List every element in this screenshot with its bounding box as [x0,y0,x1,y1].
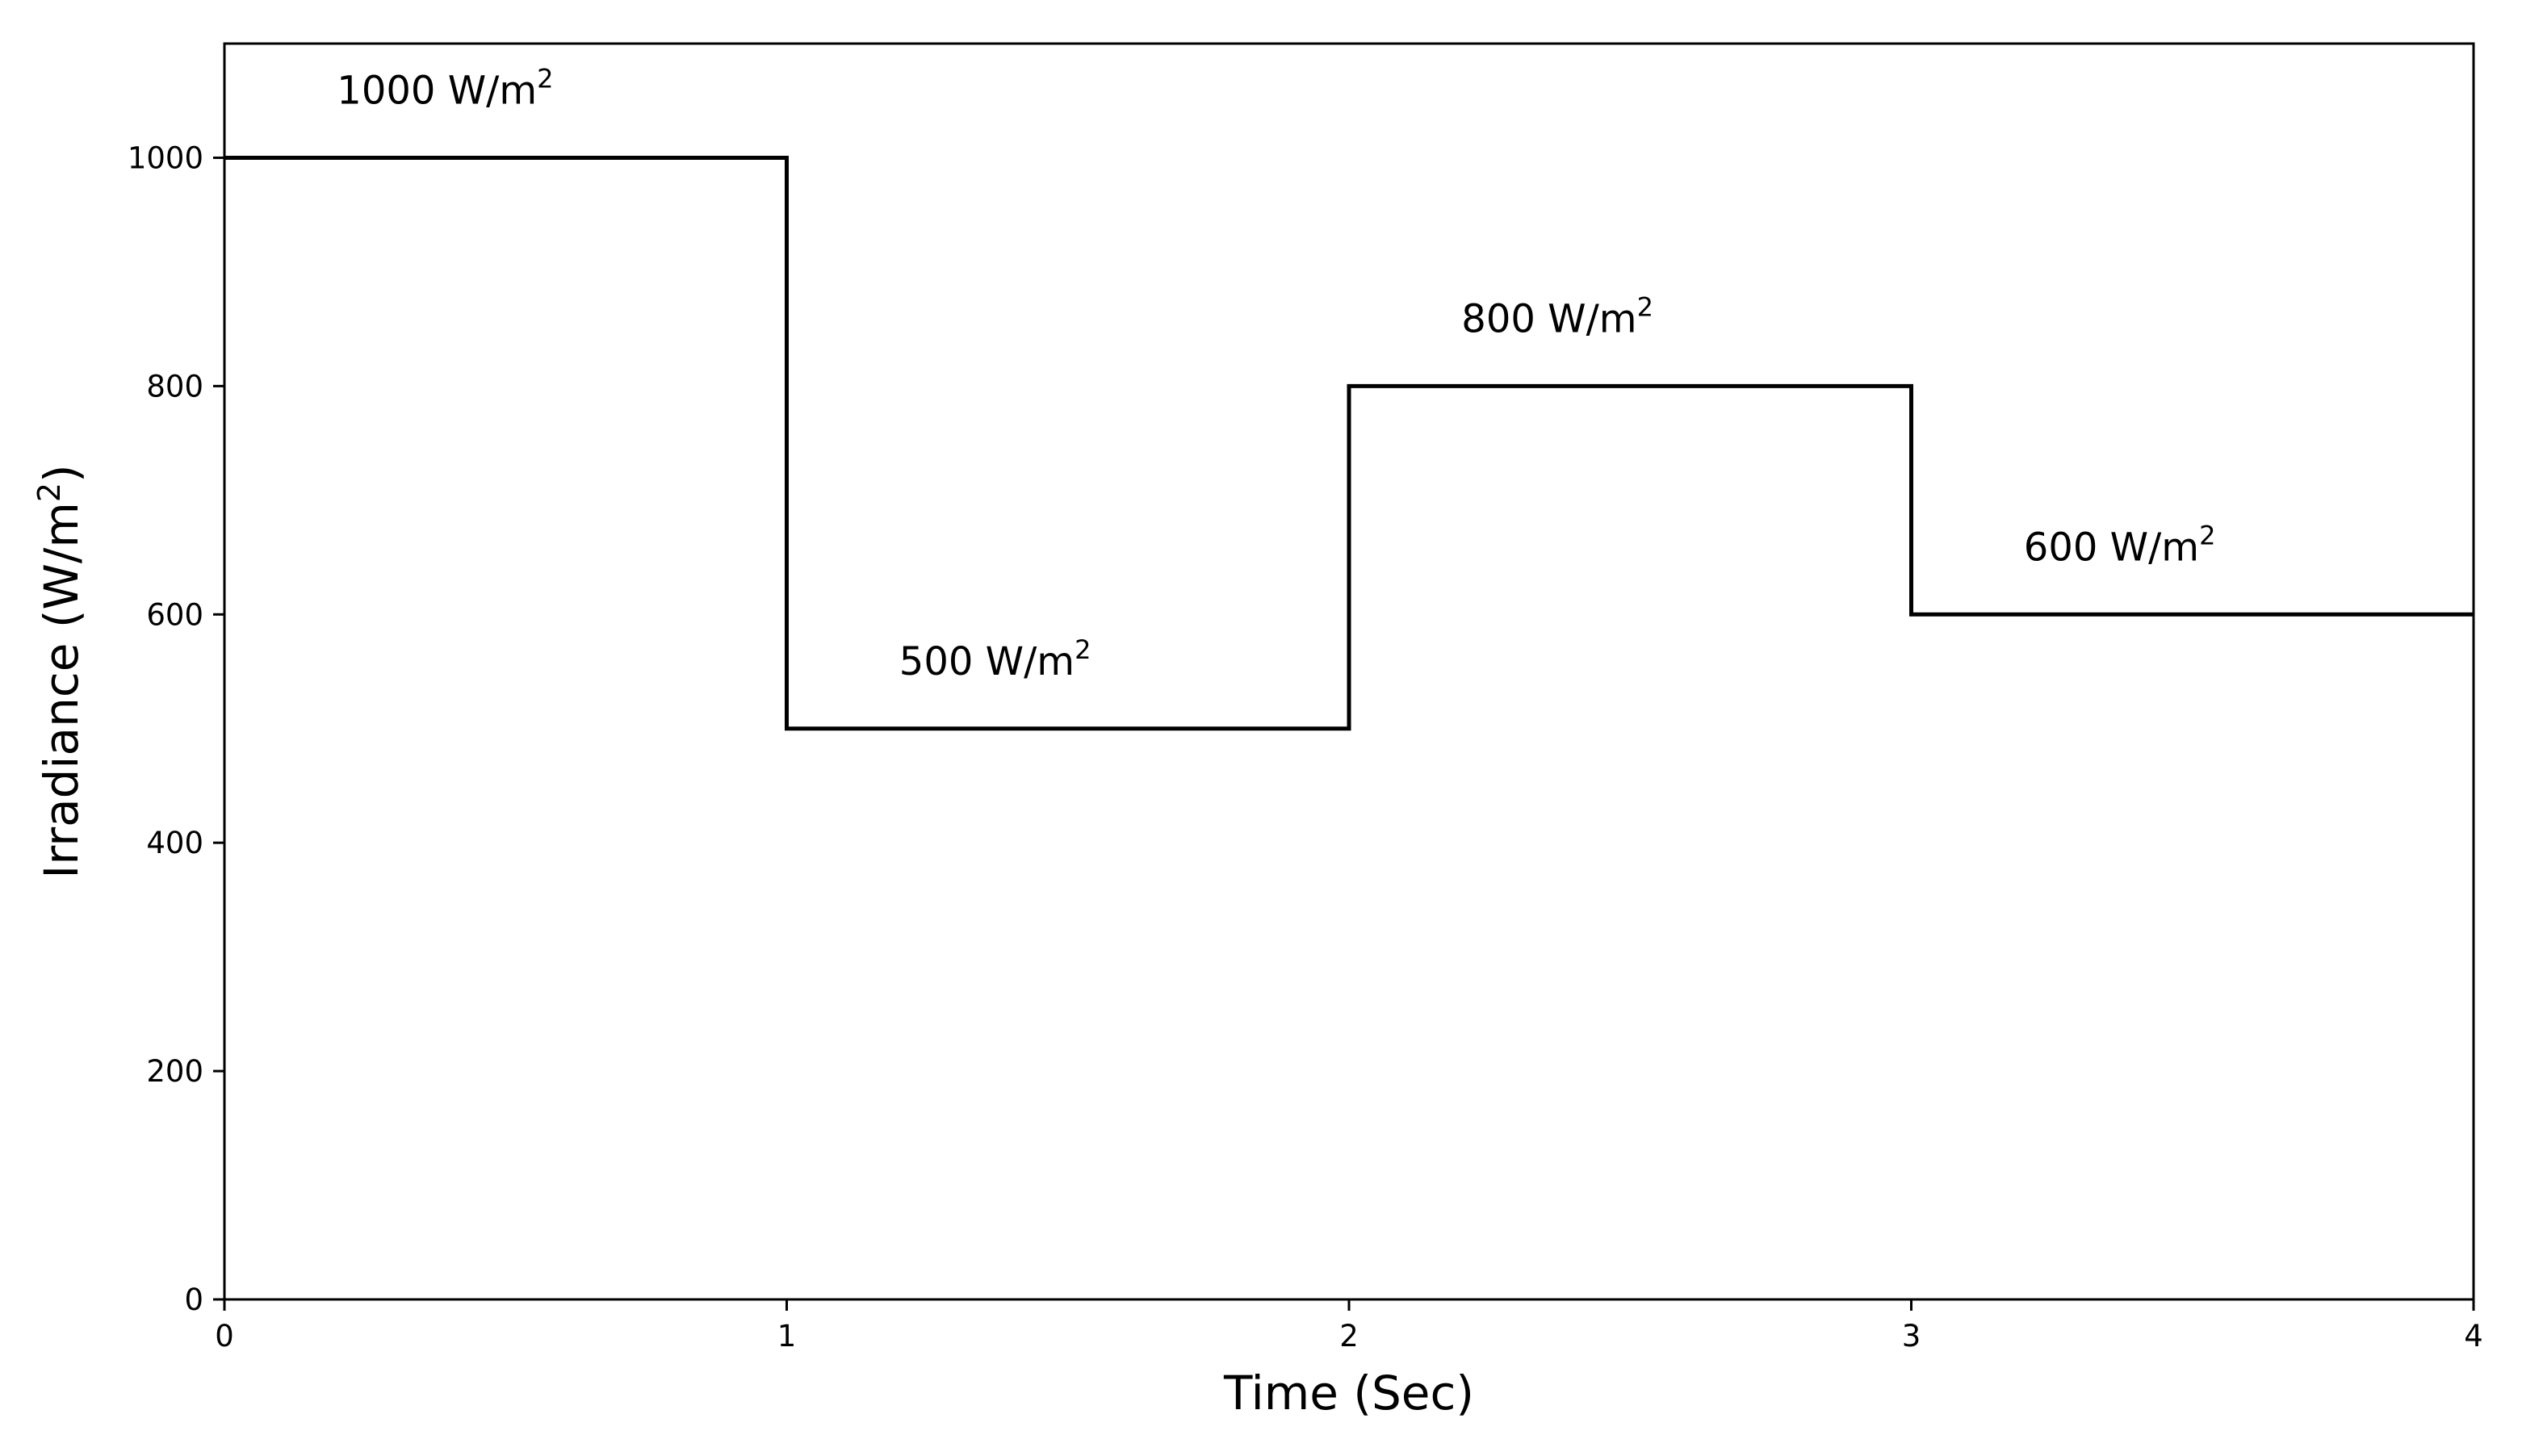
segment-annotation: 500 W/m2 [899,634,1091,684]
plot-area [224,156,2474,731]
y-tick-label: 1000 [128,140,203,175]
segment-annotation: 1000 W/m2 [337,64,553,114]
segment-annotation: 600 W/m2 [2024,520,2216,570]
y-axis-label: Irradiance (W/m2) [31,464,89,878]
x-axis-label: Time (Sec) [1223,1366,1474,1420]
y-tick-label: 800 [146,369,203,404]
x-tick-label: 0 [215,1319,234,1353]
y-axis: 0 200 400 600 800 1000 [128,140,224,1317]
segment-annotation: 800 W/m2 [1461,291,1653,341]
annotations: 1000 W/m2 500 W/m2 800 W/m2 600 W/m2 [337,64,2215,684]
y-tick-label: 600 [146,597,203,632]
x-axis: 0 1 2 3 4 [215,1299,2483,1353]
x-tick-label: 4 [2464,1319,2483,1353]
x-tick-label: 3 [1902,1319,1921,1353]
x-tick-label: 1 [777,1319,797,1353]
x-tick-label: 2 [1339,1319,1359,1353]
series-line [224,156,2474,731]
y-tick-label: 0 [184,1282,203,1317]
y-tick-label: 200 [146,1054,203,1089]
y-tick-label: 400 [146,826,203,860]
